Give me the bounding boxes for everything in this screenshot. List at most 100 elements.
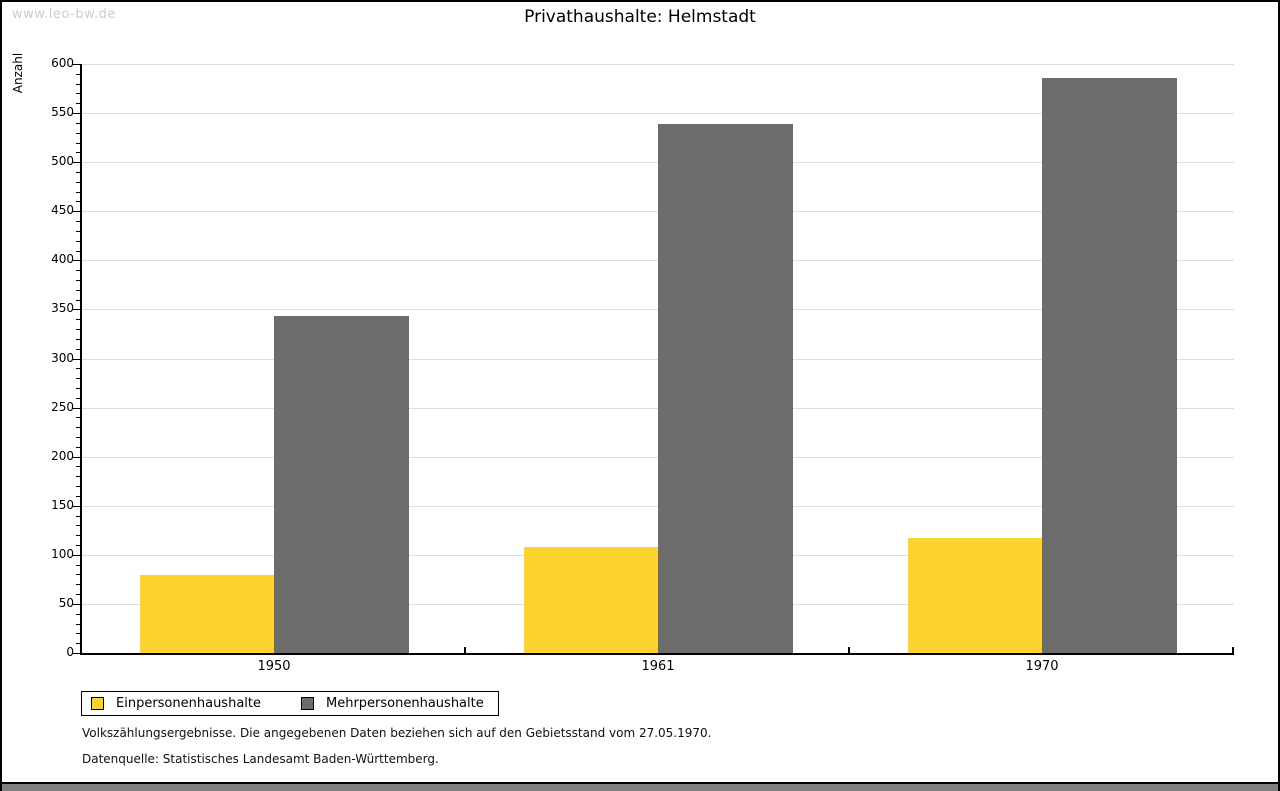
y-minor-tick-420 <box>76 241 80 242</box>
y-minor-tick-560 <box>76 103 80 104</box>
y-minor-tick-130 <box>76 525 80 526</box>
y-minor-tick-370 <box>76 290 80 291</box>
y-minor-tick-80 <box>76 574 80 575</box>
y-tick-label-600: 600 <box>51 56 74 70</box>
gridline-600 <box>82 64 1234 65</box>
y-minor-tick-190 <box>76 466 80 467</box>
y-minor-tick-530 <box>76 133 80 134</box>
y-minor-tick-230 <box>76 427 80 428</box>
y-minor-tick-480 <box>76 182 80 183</box>
y-minor-tick-410 <box>76 251 80 252</box>
y-tick-label-500: 500 <box>51 154 74 168</box>
watermark: www.leo-bw.de <box>12 7 116 22</box>
legend-swatch-einpersonenhaushalte <box>91 697 104 710</box>
y-major-tick-450 <box>73 211 80 212</box>
x-category-label-1950: 1950 <box>257 659 291 674</box>
y-tick-label-50: 50 <box>58 596 74 610</box>
bottom-frame-line <box>2 782 1278 784</box>
y-major-tick-350 <box>73 309 80 310</box>
y-minor-tick-160 <box>76 496 80 497</box>
y-minor-tick-430 <box>76 231 80 232</box>
y-minor-tick-210 <box>76 447 80 448</box>
y-major-tick-500 <box>73 162 80 163</box>
legend-swatch-mehrpersonenhaushalte <box>301 697 314 710</box>
y-minor-tick-240 <box>76 417 80 418</box>
y-minor-tick-580 <box>76 84 80 85</box>
bar-mehrpersonenhaushalte-1961 <box>658 123 793 653</box>
y-minor-tick-490 <box>76 172 80 173</box>
y-minor-tick-470 <box>76 192 80 193</box>
legend-label-mehrpersonenhaushalte: Mehrpersonenhaushalte <box>326 696 484 711</box>
y-minor-tick-270 <box>76 388 80 389</box>
y-minor-tick-30 <box>76 624 80 625</box>
y-minor-tick-570 <box>76 93 80 94</box>
y-tick-label-550: 550 <box>51 105 74 119</box>
x-group-tick-2 <box>848 647 850 653</box>
y-minor-tick-590 <box>76 74 80 75</box>
y-minor-tick-380 <box>76 280 80 281</box>
y-major-tick-200 <box>73 457 80 458</box>
x-group-tick-1 <box>464 647 466 653</box>
x-category-label-1970: 1970 <box>1025 659 1059 674</box>
y-tick-label-350: 350 <box>51 301 74 315</box>
y-minor-tick-390 <box>76 270 80 271</box>
y-minor-tick-440 <box>76 221 80 222</box>
legend-item-einpersonenhaushalte: Einpersonenhaushalte <box>91 696 261 711</box>
y-minor-tick-120 <box>76 535 80 536</box>
y-minor-tick-10 <box>76 643 80 644</box>
x-group-tick-3 <box>1232 647 1234 653</box>
y-tick-label-0: 0 <box>66 645 74 659</box>
bar-mehrpersonenhaushalte-1950 <box>274 316 409 653</box>
y-minor-tick-90 <box>76 565 80 566</box>
y-minor-tick-290 <box>76 368 80 369</box>
y-minor-tick-140 <box>76 516 80 517</box>
y-major-tick-150 <box>73 506 80 507</box>
y-tick-label-400: 400 <box>51 252 74 266</box>
y-axis-label: Anzahl <box>11 52 25 94</box>
y-tick-label-100: 100 <box>51 547 74 561</box>
y-minor-tick-40 <box>76 614 80 615</box>
y-minor-tick-260 <box>76 398 80 399</box>
footnote-gebietsstand: Volkszählungsergebnisse. Die angegebenen… <box>82 726 712 740</box>
y-major-tick-0 <box>73 653 80 654</box>
y-minor-tick-170 <box>76 486 80 487</box>
y-minor-tick-320 <box>76 339 80 340</box>
bar-mehrpersonenhaushalte-1970 <box>1042 77 1177 653</box>
y-minor-tick-280 <box>76 378 80 379</box>
y-minor-tick-510 <box>76 152 80 153</box>
gridline-550 <box>82 113 1234 114</box>
bar-einpersonenhaushalte-1961 <box>523 547 658 653</box>
footnote-datenquelle: Datenquelle: Statistisches Landesamt Bad… <box>82 752 439 766</box>
y-major-tick-250 <box>73 408 80 409</box>
y-minor-tick-70 <box>76 584 80 585</box>
y-major-tick-600 <box>73 64 80 65</box>
y-minor-tick-460 <box>76 201 80 202</box>
y-minor-tick-330 <box>76 329 80 330</box>
bottom-gray-strip <box>2 784 1278 791</box>
y-minor-tick-20 <box>76 633 80 634</box>
y-minor-tick-520 <box>76 143 80 144</box>
y-tick-label-150: 150 <box>51 498 74 512</box>
bar-einpersonenhaushalte-1950 <box>139 574 274 653</box>
y-minor-tick-340 <box>76 319 80 320</box>
y-tick-label-250: 250 <box>51 400 74 414</box>
y-minor-tick-310 <box>76 349 80 350</box>
y-tick-label-200: 200 <box>51 449 74 463</box>
legend: Einpersonenhaushalte Mehrpersonenhaushalt… <box>81 691 499 716</box>
y-minor-tick-110 <box>76 545 80 546</box>
bar-einpersonenhaushalte-1970 <box>907 538 1042 653</box>
y-minor-tick-220 <box>76 437 80 438</box>
y-tick-label-300: 300 <box>51 351 74 365</box>
y-minor-tick-540 <box>76 123 80 124</box>
x-category-label-1961: 1961 <box>641 659 675 674</box>
legend-label-einpersonenhaushalte: Einpersonenhaushalte <box>116 696 261 711</box>
y-minor-tick-180 <box>76 476 80 477</box>
plot-area <box>73 64 1234 655</box>
y-major-tick-50 <box>73 604 80 605</box>
y-tick-label-450: 450 <box>51 203 74 217</box>
chart-title: Privathaushalte: Helmstadt <box>524 7 756 27</box>
y-minor-tick-360 <box>76 300 80 301</box>
y-major-tick-550 <box>73 113 80 114</box>
y-major-tick-400 <box>73 260 80 261</box>
